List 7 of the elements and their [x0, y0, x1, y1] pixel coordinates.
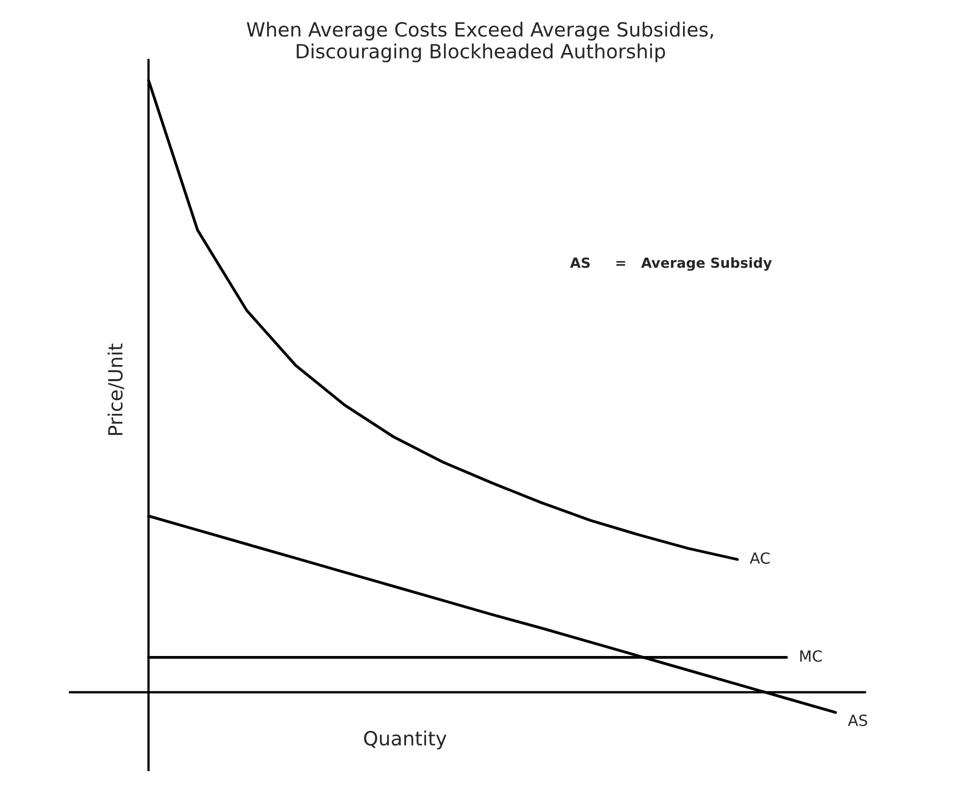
y-axis-title: Price/Unit	[108, 344, 124, 435]
x-axis-title: Quantity	[364, 730, 446, 750]
chart-title: When Average Costs Exceed Average Subsidies, Discouraging Blockheaded Authorship	[246, 22, 713, 62]
series-label: MC	[800, 650, 822, 662]
series-label: AC	[750, 552, 770, 564]
annotation: AS = Average Subsidy	[570, 257, 772, 271]
series-label: AS	[848, 714, 868, 726]
